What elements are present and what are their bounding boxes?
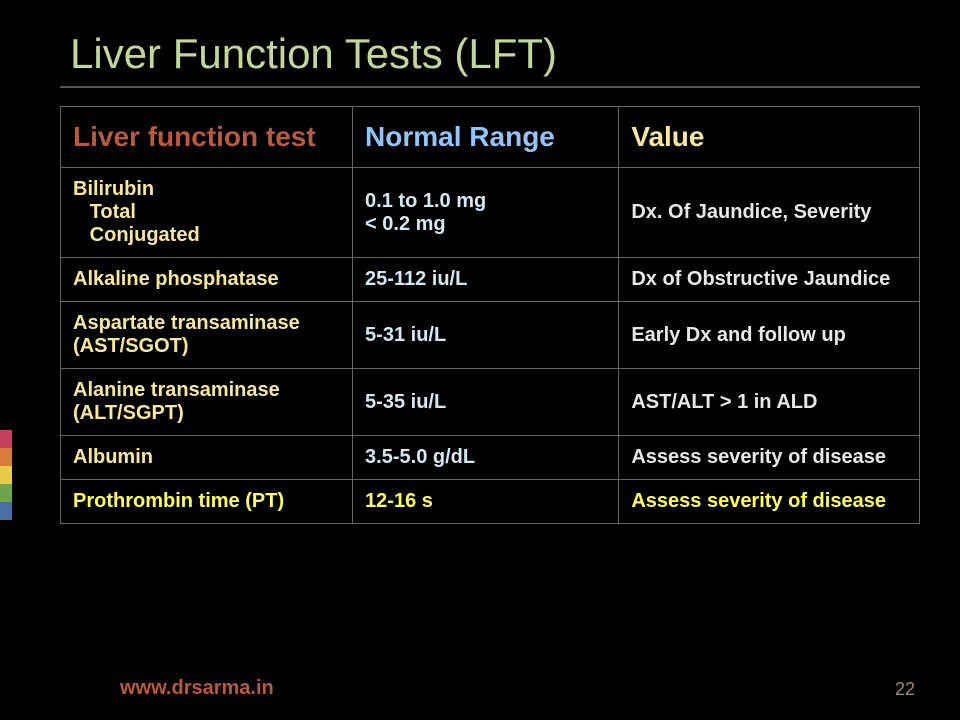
table-row: Alanine transaminase (ALT/SGPT) 5-35 iu/… <box>61 369 920 436</box>
lft-table: Liver function test Normal Range Value B… <box>60 106 920 524</box>
slide: Liver Function Tests (LFT) Liver functio… <box>0 0 960 720</box>
table-header-row: Liver function test Normal Range Value <box>61 107 920 168</box>
cell-test: Alanine transaminase (ALT/SGPT) <box>61 369 353 436</box>
table-row: Alkaline phosphatase 25-112 iu/L Dx of O… <box>61 258 920 302</box>
header-range: Normal Range <box>353 107 619 168</box>
accent-block <box>0 466 12 484</box>
cell-range: 5-35 iu/L <box>353 369 619 436</box>
cell-range: 3.5-5.0 g/dL <box>353 436 619 480</box>
accent-strip <box>0 430 12 520</box>
cell-value: Dx. Of Jaundice, Severity <box>619 168 920 258</box>
accent-block <box>0 484 12 502</box>
footer-url: www.drsarma.in <box>120 677 274 700</box>
table-row: Bilirubin Total Conjugated 0.1 to 1.0 mg… <box>61 168 920 258</box>
cell-range: 5-31 iu/L <box>353 302 619 369</box>
accent-block <box>0 502 12 520</box>
table-row: Aspartate transaminase (AST/SGOT) 5-31 i… <box>61 302 920 369</box>
cell-range: 0.1 to 1.0 mg < 0.2 mg <box>353 168 619 258</box>
cell-range: 12-16 s <box>353 480 619 524</box>
cell-value: AST/ALT > 1 in ALD <box>619 369 920 436</box>
page-title: Liver Function Tests (LFT) <box>70 30 920 78</box>
cell-test: Bilirubin Total Conjugated <box>61 168 353 258</box>
cell-test: Prothrombin time (PT) <box>61 480 353 524</box>
cell-range: 25-112 iu/L <box>353 258 619 302</box>
cell-value: Assess severity of disease <box>619 480 920 524</box>
header-value: Value <box>619 107 920 168</box>
cell-value: Early Dx and follow up <box>619 302 920 369</box>
accent-block <box>0 448 12 466</box>
page-number: 22 <box>895 679 915 700</box>
cell-test: Alkaline phosphatase <box>61 258 353 302</box>
cell-test: Aspartate transaminase (AST/SGOT) <box>61 302 353 369</box>
table-row: Albumin 3.5-5.0 g/dL Assess severity of … <box>61 436 920 480</box>
cell-test: Albumin <box>61 436 353 480</box>
title-underline <box>60 86 920 88</box>
table-row: Prothrombin time (PT) 12-16 s Assess sev… <box>61 480 920 524</box>
header-test: Liver function test <box>61 107 353 168</box>
accent-block <box>0 430 12 448</box>
cell-value: Dx of Obstructive Jaundice <box>619 258 920 302</box>
cell-value: Assess severity of disease <box>619 436 920 480</box>
